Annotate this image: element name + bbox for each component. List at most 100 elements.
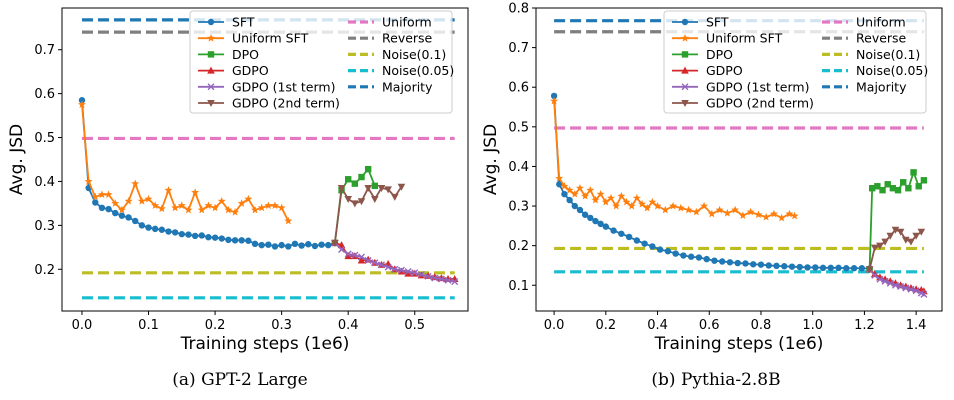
legend-marker-gdpo-1st-term bbox=[681, 83, 689, 91]
point-gdpo-1st-term bbox=[907, 285, 915, 293]
charts-svg: 0.0 0.1 0.2 0.3 0.4 0.5 0.2 0.3 0.4 0.5 0.6 0.7 Trai… bbox=[7, 2, 943, 354]
point-sft bbox=[680, 252, 687, 259]
point-uniform-sft bbox=[586, 186, 595, 194]
x-tick-label: 0.3 bbox=[271, 318, 292, 333]
point-dpo bbox=[900, 179, 907, 186]
point-gdpo-1st-term bbox=[397, 266, 405, 274]
point-gdpo-2nd-term bbox=[917, 228, 926, 236]
point-dpo bbox=[884, 181, 891, 188]
legend-label-majority: Majority bbox=[382, 79, 433, 94]
point-uniform-sft bbox=[676, 203, 685, 212]
point-gdpo-2nd-term bbox=[397, 183, 406, 191]
legend-label-uniform-sft: Uniform SFT bbox=[232, 31, 309, 46]
point-uniform-sft bbox=[164, 186, 173, 194]
point-sft bbox=[610, 227, 617, 234]
legend-marker-dpo bbox=[681, 51, 689, 58]
point-uniform-sft bbox=[617, 191, 626, 200]
point-gdpo-1st-term bbox=[876, 275, 884, 283]
point-gdpo-1st-term bbox=[404, 267, 412, 275]
point-uniform-sft bbox=[111, 199, 120, 207]
point-gdpo-2nd-term bbox=[384, 186, 392, 194]
point-gdpo-1st-term bbox=[891, 281, 899, 289]
point-sft bbox=[788, 263, 796, 270]
point-gdpo-2nd-term bbox=[865, 266, 874, 274]
plot-frame bbox=[535, 7, 943, 312]
point-uniform-sft bbox=[177, 201, 186, 210]
point-uniform-sft bbox=[151, 201, 160, 210]
point-sft bbox=[804, 264, 811, 271]
point-sft bbox=[118, 212, 126, 219]
x-tick-label: 0.6 bbox=[699, 318, 720, 333]
legend-marker-uniform-sft bbox=[207, 34, 215, 42]
point-sft bbox=[664, 247, 672, 255]
legend-marker-gdpo-2nd-term bbox=[207, 100, 215, 107]
point-sft bbox=[271, 243, 279, 250]
point-sft bbox=[592, 217, 599, 225]
point-sft bbox=[757, 261, 765, 268]
point-uniform-sft bbox=[777, 213, 786, 222]
point-uniform-sft bbox=[790, 211, 799, 220]
legend-marker-gdpo bbox=[207, 66, 215, 74]
point-sft bbox=[819, 264, 827, 272]
point-uniform-sft bbox=[191, 188, 200, 196]
point-uniform-sft bbox=[575, 184, 584, 192]
point-sft bbox=[291, 240, 299, 248]
point-sft bbox=[278, 241, 285, 249]
point-uniform-sft bbox=[715, 205, 724, 214]
point-sft bbox=[550, 92, 558, 100]
point-uniform-sft bbox=[769, 209, 778, 218]
point-uniform-sft bbox=[184, 205, 193, 214]
point-uniform-sft bbox=[612, 201, 621, 210]
point-dpo bbox=[371, 182, 379, 190]
point-gdpo-2nd-term bbox=[371, 196, 379, 204]
legend-label-gdpo-2nd-term: GDPO (2nd term) bbox=[232, 96, 340, 111]
point-uniform-sft bbox=[217, 197, 226, 205]
legend-label-gdpo: GDPO bbox=[706, 63, 743, 78]
point-uniform-sft bbox=[754, 210, 763, 219]
legend-marker-uniform-sft bbox=[681, 34, 689, 42]
point-uniform-sft bbox=[91, 192, 100, 201]
point-sft bbox=[576, 206, 584, 214]
legend-label-reverse: Reverse bbox=[856, 31, 907, 46]
point-gdpo-1st-term bbox=[417, 271, 425, 279]
point-gdpo-1st-term bbox=[351, 251, 359, 259]
legend-label-noise-0-1: Noise(0.1) bbox=[856, 47, 920, 62]
point-sft bbox=[781, 263, 788, 270]
point-dpo bbox=[358, 173, 365, 181]
point-sft bbox=[649, 243, 656, 250]
point-uniform-sft bbox=[731, 205, 740, 214]
point-sft bbox=[145, 224, 152, 231]
legend-label-uniform-sft: Uniform SFT bbox=[706, 31, 783, 46]
point-gdpo-2nd-term bbox=[907, 238, 915, 246]
point-uniform-sft bbox=[264, 201, 273, 210]
point-gdpo bbox=[344, 252, 352, 260]
point-sft bbox=[191, 232, 199, 240]
point-sft bbox=[566, 196, 573, 204]
point-gdpo-1st-term bbox=[344, 250, 352, 258]
chart-1: 0.0 0.2 0.4 0.6 0.8 1.0 1.2 1.4 0.1 0.2 0.3 0.4 0.5 0… bbox=[481, 2, 943, 354]
point-uniform-sft bbox=[692, 207, 701, 216]
legend-marker-gdpo bbox=[681, 66, 689, 74]
point-uniform-sft bbox=[171, 203, 180, 212]
point-dpo bbox=[910, 169, 917, 176]
point-sft bbox=[225, 236, 232, 244]
point-sft bbox=[318, 241, 325, 248]
y-tick-label: 0.1 bbox=[508, 279, 529, 294]
x-tick-label: 1.4 bbox=[906, 318, 927, 333]
point-uniform-sft bbox=[270, 201, 279, 210]
point-gdpo-2nd-term bbox=[364, 185, 372, 193]
point-dpo bbox=[344, 176, 352, 183]
caption-b: (b) Pythia-2.8B bbox=[651, 370, 781, 390]
series-gdpo-1st-term bbox=[331, 239, 459, 286]
point-uniform-sft bbox=[84, 177, 93, 185]
point-uniform-sft bbox=[669, 201, 678, 210]
point-gdpo-2nd-term bbox=[390, 193, 399, 201]
point-sft bbox=[625, 233, 633, 241]
point-dpo bbox=[874, 183, 881, 190]
legend-label-gdpo-2nd-term: GDPO (2nd term) bbox=[706, 96, 814, 111]
point-uniform-sft bbox=[124, 197, 133, 205]
x-tick-label: 0.4 bbox=[338, 318, 359, 333]
point-uniform-sft bbox=[277, 203, 286, 212]
